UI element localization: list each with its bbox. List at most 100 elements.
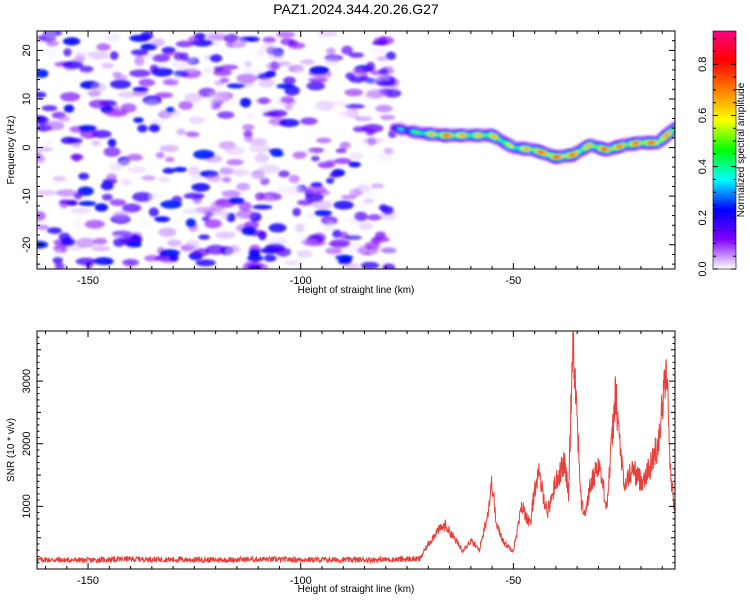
heatmap-cell xyxy=(103,33,121,42)
heatmap-cell xyxy=(438,133,442,137)
heatmap-cell xyxy=(348,52,364,58)
heatmap-cell xyxy=(312,200,333,210)
heatmap-cell xyxy=(54,263,65,269)
heatmap-cell xyxy=(477,134,480,137)
heatmap-cell xyxy=(378,244,396,253)
heatmap-cell xyxy=(148,207,159,217)
heatmap-cell xyxy=(355,185,371,193)
heatmap-cell xyxy=(60,92,81,102)
heatmap-cell xyxy=(184,93,203,103)
heatmap-cell xyxy=(133,117,144,123)
heatmap-cell xyxy=(571,153,575,157)
heatmap-cell xyxy=(589,144,593,147)
heatmap-cell xyxy=(160,200,182,209)
heatmap-cell xyxy=(265,243,285,252)
heatmap-cell xyxy=(454,134,457,137)
heatmap-cell xyxy=(369,248,380,254)
heatmap-cell xyxy=(225,247,243,256)
colorbar-label: Normalized spectral amplitude xyxy=(736,82,747,217)
heatmap-cell xyxy=(244,61,253,68)
heatmap-cell xyxy=(167,239,182,247)
heatmap-cell xyxy=(305,193,324,203)
y-tick-label: 0 xyxy=(21,145,33,151)
colorbar-frame xyxy=(712,30,737,270)
heatmap-cell xyxy=(635,142,639,145)
heatmap-cell xyxy=(668,131,672,134)
heatmap-cell xyxy=(329,239,351,248)
snr-ylabel: SNR (10 * v/v) xyxy=(6,418,17,482)
heatmap-cell xyxy=(515,146,519,150)
heatmap-cell xyxy=(366,88,389,98)
heatmap-cell xyxy=(151,38,165,47)
heatmap-cell xyxy=(77,186,94,196)
heatmap-cell xyxy=(339,141,351,149)
y-tick-label: -10 xyxy=(21,188,33,204)
heatmap-cell xyxy=(52,175,66,182)
heatmap-cell xyxy=(109,199,127,206)
heatmap-cell xyxy=(374,231,386,240)
heatmap-cell xyxy=(61,237,76,247)
heatmap-cell xyxy=(287,42,306,49)
heatmap-cell xyxy=(131,49,149,56)
heatmap-cell xyxy=(164,156,175,163)
heatmap-cell xyxy=(158,227,177,237)
heatmap-cell xyxy=(363,198,374,204)
spectrogram-ylabel: Frequency (Hz) xyxy=(6,116,17,185)
heatmap-cell xyxy=(482,134,485,137)
colorbar-tick-label: 0.4 xyxy=(697,159,709,174)
heatmap-cell xyxy=(358,222,374,230)
heatmap-cell xyxy=(220,261,233,269)
heatmap-cell xyxy=(84,219,106,229)
heatmap-cell xyxy=(535,149,539,153)
heatmap-cell xyxy=(345,72,356,80)
snr-ticks: -150 -100 -50 1000 2000 3000 xyxy=(21,330,675,587)
heatmap-cell xyxy=(617,145,621,148)
heatmap-cell xyxy=(574,152,577,155)
heatmap-cell xyxy=(346,187,355,197)
heatmap-cell xyxy=(215,199,229,205)
heatmap-cell xyxy=(299,234,311,240)
x-tick-label: -50 xyxy=(505,275,521,287)
heatmap-cell xyxy=(191,182,211,192)
heatmap-cell xyxy=(648,141,651,144)
heatmap-cell xyxy=(280,96,295,104)
heatmap-cell xyxy=(365,127,375,136)
heatmap-cell xyxy=(106,173,117,181)
heatmap-cell xyxy=(129,69,151,78)
heatmap-cell xyxy=(436,133,440,136)
heatmap-cell xyxy=(295,223,305,233)
heatmap-cell xyxy=(622,143,626,147)
heatmap-cell xyxy=(75,257,97,266)
heatmap-cell xyxy=(194,124,210,134)
heatmap-cell xyxy=(342,263,361,269)
x-tick-label: -100 xyxy=(290,575,312,587)
heatmap-cell xyxy=(375,104,393,113)
heatmap-cell xyxy=(548,154,552,157)
heatmap-cell xyxy=(109,51,119,61)
heatmap-cell xyxy=(110,79,131,89)
heatmap-cell xyxy=(426,132,429,135)
heatmap-cell xyxy=(292,182,301,193)
heatmap-cell xyxy=(278,170,290,178)
heatmap-cell xyxy=(185,240,200,250)
heatmap-cell xyxy=(627,143,631,146)
heatmap-cell xyxy=(340,256,351,262)
spectrogram-ticks: -150 -100 -50 20 10 0 -10 -20 xyxy=(21,30,675,287)
spectrogram-heatmap xyxy=(37,31,675,269)
heatmap-cell xyxy=(474,134,478,137)
heatmap-cell xyxy=(262,36,276,44)
heatmap-cell xyxy=(464,134,468,137)
heatmap-cell xyxy=(376,55,388,62)
heatmap-cell xyxy=(421,132,424,135)
heatmap-cell xyxy=(378,204,388,212)
heatmap-cell xyxy=(249,143,270,154)
x-tick-label: -50 xyxy=(505,575,521,587)
heatmap-cell xyxy=(607,148,610,151)
heatmap-cell xyxy=(344,103,365,109)
snr-frame xyxy=(36,330,676,570)
heatmap-cell xyxy=(172,72,182,82)
heatmap-cell xyxy=(325,177,335,185)
heatmap-cell xyxy=(255,97,272,105)
